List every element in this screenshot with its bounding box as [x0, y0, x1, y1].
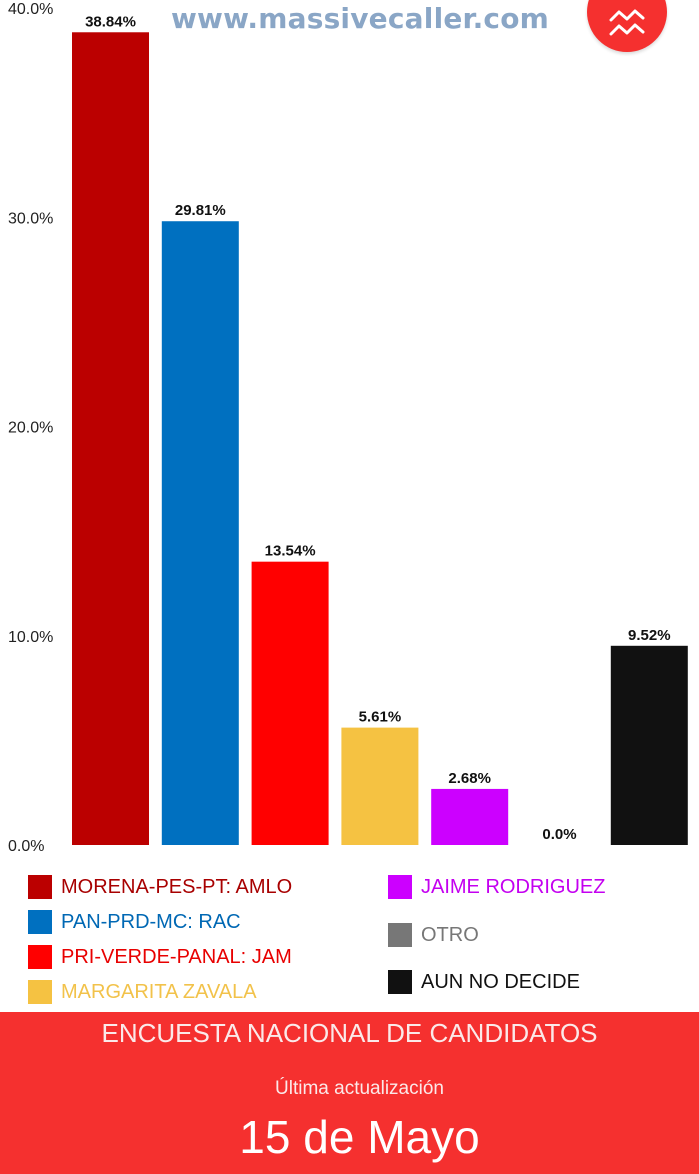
footer-banner: ENCUESTA NACIONAL DE CANDIDATOS Última a…: [0, 1012, 699, 1174]
bar-value-label: 29.81%: [175, 202, 226, 219]
legend-swatch: [388, 875, 412, 899]
bar-value-label: 9.52%: [628, 627, 671, 644]
bar-7: [610, 645, 688, 845]
bar-value-label: 0.0%: [542, 826, 576, 843]
site-url[interactable]: www.massivecaller.com: [170, 2, 550, 35]
y-tick-label: 0.0%: [8, 838, 44, 855]
bar-2: [161, 221, 239, 845]
legend-item-pan: PAN-PRD-MC: RAC: [28, 910, 241, 934]
legend-label: OTRO: [421, 923, 479, 946]
bar-5: [431, 788, 509, 845]
bar-1: [72, 32, 149, 845]
last-updated-label: Última actualización: [275, 1078, 444, 1099]
y-tick-label: 30.0%: [8, 210, 53, 227]
legend-item-jaime: JAIME RODRIGUEZ: [388, 875, 605, 899]
bar-value-label: 13.54%: [265, 543, 316, 560]
legend-label: MARGARITA ZAVALA: [61, 980, 257, 1003]
bar-3: [251, 561, 329, 845]
legend-swatch: [28, 910, 52, 934]
legend-item-aun-no-decide: AUN NO DECIDE: [388, 970, 580, 994]
legend-label: PRI-VERDE-PANAL: JAM: [61, 945, 292, 968]
legend-swatch: [388, 970, 412, 994]
legend-label: JAIME RODRIGUEZ: [421, 875, 606, 898]
last-updated-date: 15 de Mayo: [239, 1111, 480, 1163]
bar-value-label: 5.61%: [359, 709, 402, 726]
legend-label: MORENA-PES-PT: AMLO: [61, 875, 293, 898]
bar-value-label: 2.68%: [448, 770, 491, 787]
bar-chart: 0.0% 10.0% 20.0% 30.0% 40.0% 38.84% 29.81% 13.5…: [8, 1, 688, 855]
legend-swatch: [28, 875, 52, 899]
legend-swatch: [388, 923, 412, 947]
bar-value-label: 38.84%: [85, 13, 136, 30]
legend-item-zavala: MARGARITA ZAVALA: [28, 980, 257, 1004]
legend-label: PAN-PRD-MC: RAC: [61, 910, 241, 933]
trend-lines-icon: [609, 9, 645, 36]
bar-4: [341, 727, 419, 845]
legend-label: AUN NO DECIDE: [421, 970, 580, 993]
legend-swatch: [28, 945, 52, 969]
legend-item-otro: OTRO: [388, 923, 479, 947]
legend-item-pri: PRI-VERDE-PANAL: JAM: [28, 945, 292, 969]
legend-swatch: [28, 980, 52, 1004]
legend-item-morena: MORENA-PES-PT: AMLO: [28, 875, 292, 899]
survey-title: ENCUESTA NACIONAL DE CANDIDATOS: [101, 1018, 598, 1048]
y-tick-label: 20.0%: [8, 420, 53, 437]
y-tick-label: 40.0%: [8, 1, 53, 18]
y-tick-label: 10.0%: [8, 629, 53, 646]
